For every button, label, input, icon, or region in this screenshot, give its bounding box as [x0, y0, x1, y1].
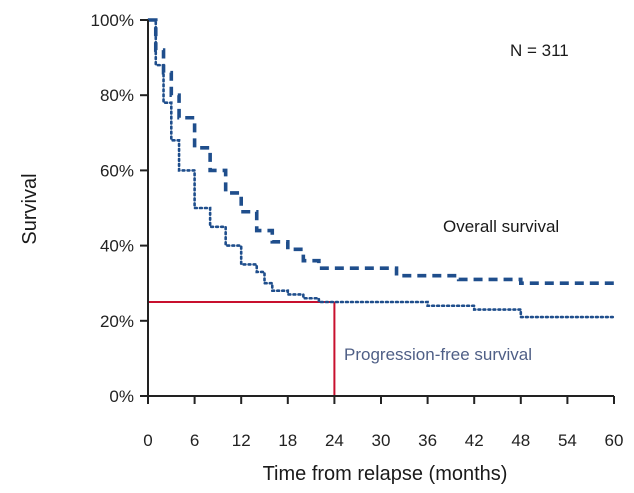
pfs-label: Progression-free survival: [344, 345, 532, 364]
x-tick-label: 54: [558, 431, 577, 450]
y-tick-label: 0%: [109, 387, 134, 406]
series-line-pfs: [146, 18, 616, 319]
x-tick-label: 6: [190, 431, 199, 450]
x-tick-label: 36: [418, 431, 437, 450]
x-tick-label: 18: [278, 431, 297, 450]
x-tick-label: 60: [605, 431, 624, 450]
x-tick-label: 24: [325, 431, 344, 450]
y-tick-label: 40%: [100, 237, 134, 256]
y-tick-label: 20%: [100, 312, 134, 331]
os-label: Overall survival: [443, 217, 559, 236]
y-tick-label: 100%: [91, 11, 134, 30]
x-tick-label: 30: [372, 431, 391, 450]
x-tick-label: 42: [465, 431, 484, 450]
x-tick-label: 0: [143, 431, 152, 450]
y-axis-title: Survival: [19, 173, 41, 244]
y-tick-label: 60%: [100, 161, 134, 180]
x-axis-title: Time from relapse (months): [263, 463, 508, 485]
n-label: N = 311: [510, 41, 569, 60]
x-ticks: 0 6 12 18 24 30 36 42 48 54 60: [143, 396, 623, 450]
x-tick-label: 12: [232, 431, 251, 450]
series-layer: [146, 18, 616, 319]
y-tick-label: 80%: [100, 86, 134, 105]
axes: [147, 20, 614, 397]
reference-lines: [148, 301, 336, 396]
y-ticks: 0% 20% 40% 60% 80% 100%: [91, 11, 148, 406]
x-tick-label: 48: [511, 431, 530, 450]
